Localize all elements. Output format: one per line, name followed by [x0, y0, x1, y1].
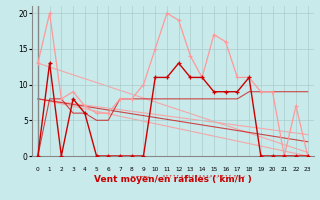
Text: ← ←←←↙        ↗↑↑↑↑↗↗↗↗↗↗↗↗↗↗↗ ↑↑↑ ↑    ↙: ← ←←←↙ ↗↑↑↑↑↗↗↗↗↗↗↗↗↗↗↗ ↑↑↑ ↑ ↙ [131, 175, 245, 179]
X-axis label: Vent moyen/en rafales ( km/h ): Vent moyen/en rafales ( km/h ) [94, 175, 252, 184]
